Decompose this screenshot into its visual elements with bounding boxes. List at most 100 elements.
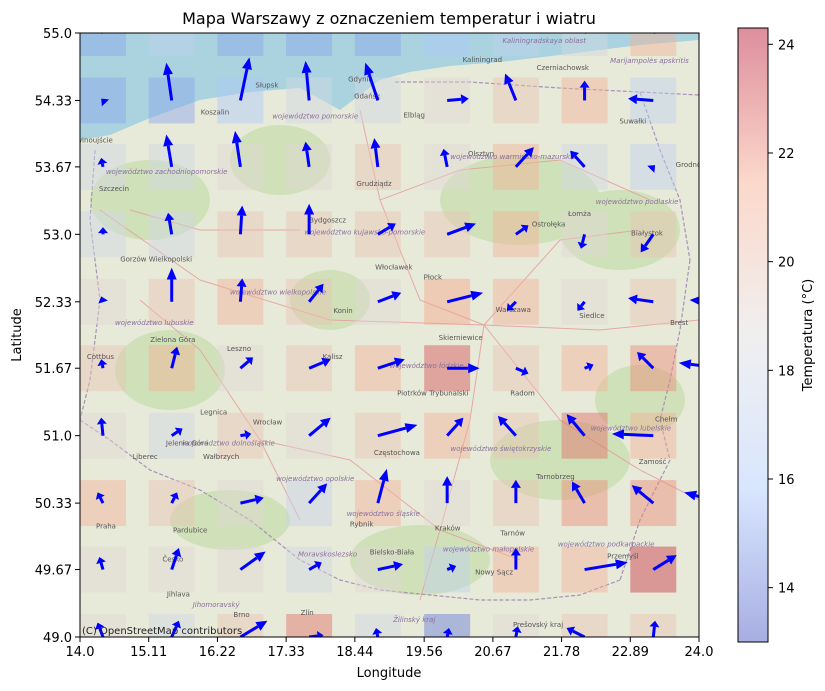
wind-arrow-shaft [572,629,586,637]
x-tick-label: 24.0 [685,645,714,660]
x-tick-label: 18.44 [336,645,373,660]
wind-arrow [97,359,108,369]
wind-arrow [97,157,108,168]
wind-arrow [640,233,655,253]
colorbar-tick-label: 18 [778,364,795,379]
x-axis: 14.0 15.11 16.22 17.33 18.44 19.56 20.67 21.78 2… [66,637,714,660]
wind-arrow-head [586,362,594,372]
wind-arrow-shaft [238,215,244,235]
y-axis: 49.0 49.67 50.33 51.0 51.67 52.33 53.0 53.67 54.… [35,27,80,646]
wind-arrow-head [236,205,247,216]
wind-arrow [446,563,457,573]
wind-arrow-head [317,483,328,494]
region-label: województwo świętokrzyskie [451,445,552,453]
y-tick-label: 51.0 [43,430,72,445]
wind-arrow-head [386,223,396,232]
wind-arrow-head [497,415,508,427]
region-label: województwo wielkopolskie [230,289,326,297]
y-tick-label: 55.0 [43,27,72,42]
wind-arrow-head [96,417,107,425]
wind-arrow [166,267,177,302]
region-label: województwo lubuskie [115,319,194,327]
wind-arrow-head [254,494,264,505]
wind-arrow [584,362,594,372]
wind-arrow-head [242,57,252,71]
place-label: Tarnobrzeg [535,473,575,481]
wind-arrow-head [442,628,453,635]
wind-arrow-shaft [308,489,322,505]
region-label: województwo podlaskie [596,198,679,206]
wind-arrow [98,227,108,235]
wind-arrow-head [319,417,331,428]
wind-arrow-head [523,147,534,158]
place-label: Grodno [676,161,702,169]
wind-arrow-head [301,60,312,74]
temperature-cell [561,211,608,258]
wind-arrow-head [170,346,181,356]
wind-arrow-head [101,98,109,107]
place-label: Siedlce [579,312,604,320]
x-tick-label: 21.78 [543,645,580,660]
wind-arrow-shaft [695,494,699,499]
wind-arrow [510,547,521,570]
wind-arrow-shaft [100,423,105,436]
wind-arrow-head [163,62,173,76]
wind-arrow-shaft [445,633,450,637]
wind-arrow [628,294,654,305]
wind-arrow-head [244,429,252,440]
temperature-cell [148,614,195,637]
wind-arrow [497,415,517,437]
wind-arrow-shaft [503,421,517,437]
temperature-cell [80,33,126,56]
wind-arrow-shaft [377,294,394,304]
wind-arrow-shaft [240,498,256,505]
wind-arrow-shaft [443,154,449,168]
wind-arrow-shaft [239,625,259,637]
region-label: Moravskoslezsko [298,550,357,558]
wind-arrow [377,561,404,572]
wind-arrow-head [393,357,405,368]
wind-arrow-head [453,417,464,428]
wind-arrow-shaft [170,353,177,369]
place-label: Wrocław [253,419,283,427]
chart-title: Mapa Warszawy z oznaczeniem temperatur i… [182,9,596,28]
wind-arrow-shaft [170,625,178,637]
wind-arrow [377,291,402,304]
colorbar-tick-label: 24 [778,38,795,53]
wind-arrow-shaft [574,155,586,168]
wind-arrow-shaft [377,426,407,438]
place-label: Praha [96,522,116,530]
wind-arrow-shaft [722,221,733,234]
wind-arrow-head [97,157,108,165]
wind-arrow [98,296,108,304]
wind-arrow-head [314,283,324,294]
wind-arrow [566,414,586,437]
wind-arrow [308,357,331,370]
x-tick-label: 15.11 [130,645,167,660]
wind-arrow [689,296,699,305]
wind-arrow-shaft [710,100,722,104]
wind-arrow [163,62,174,101]
wind-arrow-head [678,359,692,370]
region-labels: województwo zachodniopomorskie województw… [106,37,689,624]
wind-arrow-head [729,215,739,225]
wind-arrows [95,33,739,637]
wind-arrow [239,620,268,637]
wind-arrow-head [391,291,402,301]
wind-arrow-head [364,62,374,76]
wind-arrow [240,494,264,505]
place-label: Kaliningrad [463,56,503,64]
place-label: Konin [333,307,352,315]
temperature-cell [286,614,333,637]
wind-arrow-shaft [98,497,105,504]
wind-arrow [577,233,588,249]
temperature-cell [354,614,401,637]
wind-arrow [716,615,726,637]
place-label: Chełm [655,416,678,424]
wind-arrow-head [460,94,469,105]
place-label: Brest [670,319,688,327]
wind-arrow [236,205,247,235]
place-label: Pardubice [173,526,207,534]
wind-arrow-shaft [638,490,655,505]
place-label: Prešovský kraj [513,621,563,629]
